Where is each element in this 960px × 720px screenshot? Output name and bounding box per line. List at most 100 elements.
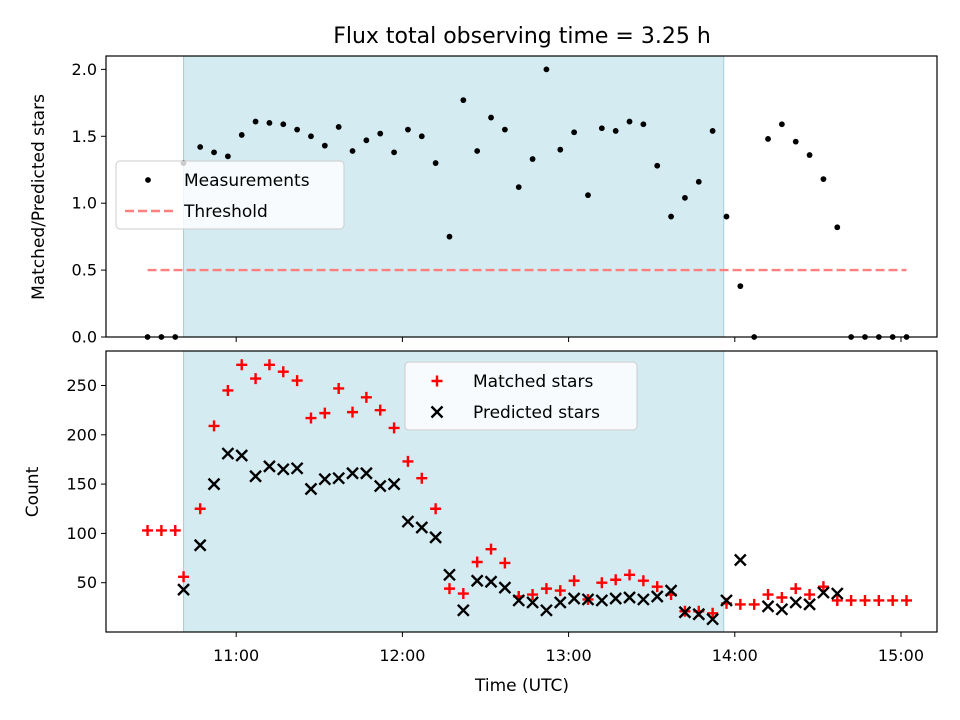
measurement-point	[335, 124, 342, 130]
predicted-stars-point	[512, 594, 526, 607]
predicted-stars-point	[609, 592, 623, 605]
plot-frame	[105, 55, 938, 338]
y-tick-label: 2.0	[72, 60, 97, 79]
predicted-stars-point	[373, 479, 387, 493]
legend: Measurements Threshold	[115, 160, 345, 230]
measurement-point	[252, 118, 259, 125]
x-tick-label: 11:00	[213, 646, 259, 665]
measurement-point	[626, 118, 633, 125]
matched-stars-point	[443, 583, 455, 595]
measurement-point	[280, 121, 287, 128]
measurement-point	[709, 128, 716, 134]
predicted-stars-point	[803, 598, 816, 611]
predicted-stars-point	[789, 596, 803, 609]
measurement-point	[640, 121, 647, 128]
matched-stars-point	[169, 524, 181, 536]
y-tick-label: 50	[77, 573, 97, 592]
matched-stars-point	[776, 591, 788, 603]
predicted-stars-point	[456, 603, 470, 617]
measurement-point	[474, 148, 481, 154]
predicted-stars-point	[830, 587, 844, 600]
measurement-point	[418, 133, 425, 140]
matched-stars-point	[305, 412, 317, 424]
predicted-stars-point	[387, 477, 401, 491]
matched-stars-point	[845, 594, 857, 606]
bottom-panel-y-axis-label: Count	[23, 466, 43, 517]
matched-stars-point	[263, 359, 275, 371]
predicted-stars-point	[650, 590, 664, 603]
predicted-stars-point	[761, 600, 775, 613]
predicted-stars-point	[623, 591, 636, 604]
matched-stars-point	[817, 581, 829, 593]
matched-stars-point	[596, 577, 608, 589]
y-tick-label: 150	[66, 475, 97, 494]
measurement-point	[820, 176, 827, 183]
predicted-stars-point	[567, 592, 581, 605]
matched-stars-point	[291, 375, 303, 387]
predicted-stars-point	[498, 581, 512, 594]
predicted-stars-point	[526, 596, 539, 609]
plot-frame	[105, 350, 938, 633]
matched-stars-point	[430, 503, 442, 515]
matched-stars-point	[155, 524, 167, 536]
measurement-point	[557, 146, 564, 153]
predicted-stars-point	[249, 469, 262, 483]
series-predicted-stars	[177, 447, 844, 626]
matched-stars-point	[887, 594, 899, 606]
measurement-point	[585, 192, 591, 199]
matched-stars-point	[402, 455, 414, 467]
x-tick-label: 13:00	[546, 646, 592, 665]
predicted-stars-point	[664, 584, 678, 597]
measurement-point	[321, 142, 328, 149]
predicted-stars-point	[346, 466, 359, 480]
measurement-point	[571, 129, 578, 136]
series-matched-stars	[142, 359, 913, 619]
predicted-stars-point	[207, 477, 221, 491]
matched-stars-point	[707, 607, 719, 619]
matched-stars-point	[333, 382, 345, 394]
predicted-stars-point	[817, 586, 830, 599]
predicted-stars-point	[720, 594, 733, 607]
x-axis-label: Time (UTC)	[474, 676, 569, 696]
measurement-point	[238, 132, 245, 138]
measurement-point	[834, 224, 841, 231]
predicted-stars-point	[581, 593, 595, 606]
predicted-stars-point	[637, 593, 650, 606]
chart-title: Flux total observing time = 3.25 h	[333, 24, 711, 49]
measurement-point	[405, 126, 411, 133]
legend-label: Predicted stars	[473, 403, 600, 423]
predicted-stars-point	[401, 515, 415, 528]
matched-stars-point	[236, 359, 248, 371]
x-tick-label: 14:00	[712, 646, 758, 665]
legend-measurements-marker	[145, 177, 151, 183]
legend-matched-marker	[431, 375, 443, 387]
y-tick-label: 100	[66, 524, 97, 543]
y-tick-label: 250	[66, 376, 97, 395]
matched-stars-point	[485, 543, 497, 555]
matched-stars-point	[624, 569, 636, 581]
legend: Matched stars Predicted stars	[404, 361, 638, 431]
measurement-point	[211, 149, 217, 156]
predicted-stars-point	[263, 460, 276, 473]
matched-stars-point	[208, 420, 220, 432]
predicted-stars-point	[733, 553, 747, 567]
measurement-point	[363, 137, 370, 144]
predicted-stars-point	[692, 607, 706, 621]
matched-stars-point	[790, 583, 802, 595]
matched-stars-point	[499, 557, 511, 569]
matched-stars-point	[222, 384, 234, 396]
matched-stars-point	[610, 574, 622, 586]
predicted-stars-point	[360, 466, 373, 480]
measurement-point	[682, 194, 688, 201]
y-tick-label: 1.0	[72, 194, 97, 213]
matched-stars-point	[142, 524, 154, 536]
measurement-point	[737, 283, 744, 290]
matched-stars-point	[859, 594, 871, 606]
matched-stars-point	[319, 407, 331, 419]
measurement-point	[294, 126, 301, 133]
matched-stars-point	[471, 556, 483, 568]
measurement-point	[806, 152, 813, 158]
predicted-stars-point	[595, 594, 609, 607]
legend-box	[404, 361, 638, 431]
matched-stars-point	[873, 594, 885, 606]
